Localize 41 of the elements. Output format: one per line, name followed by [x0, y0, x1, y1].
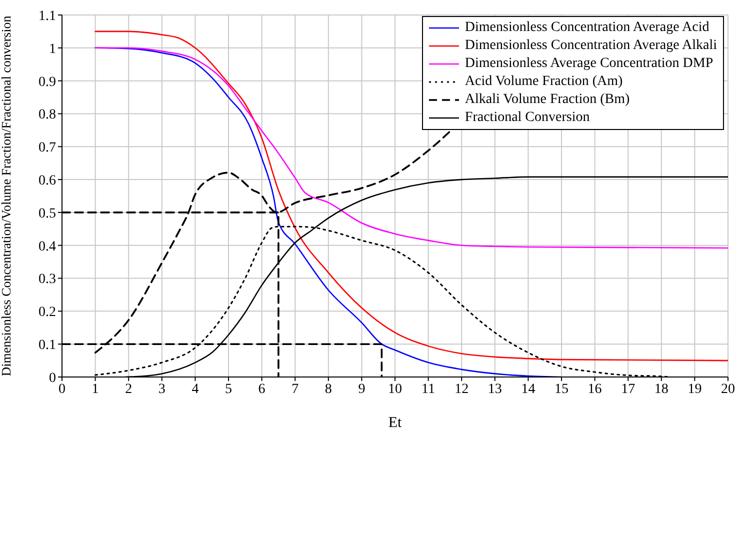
y-tick-label: 0.8 [38, 108, 56, 123]
legend-label: Fractional Conversion [464, 110, 590, 126]
y-tick-label: 0.6 [38, 174, 56, 189]
y-tick-label: 0.4 [38, 239, 56, 254]
x-tick-label: 17 [621, 382, 636, 397]
x-tick-label: 16 [588, 382, 602, 397]
x-tick-label: 2 [125, 382, 132, 397]
x-tick-label: 0 [58, 382, 66, 397]
x-tick-label: 8 [324, 382, 332, 397]
x-tick-label: 6 [258, 382, 266, 397]
legend-label: Dimensionless Average Concentration DMP [464, 56, 714, 72]
x-axis-title: Et [388, 415, 402, 431]
x-tick-label: 14 [521, 382, 536, 397]
y-tick-label: 1 [49, 42, 56, 57]
legend-label: Acid Volume Fraction (Am) [464, 74, 623, 90]
x-tick-label: 20 [721, 382, 735, 397]
x-tick-label: 11 [422, 382, 436, 397]
x-tick-label: 9 [358, 382, 366, 397]
x-tick-label: 1 [92, 382, 99, 397]
x-tick-label: 19 [688, 382, 702, 397]
x-tick-label: 18 [654, 382, 668, 397]
y-tick-label: 0.7 [38, 140, 56, 156]
x-tick-label: 15 [554, 382, 568, 397]
legend-label: Dimensionless Concentration Average Alkali [464, 38, 717, 54]
y-tick-label: 0.9 [38, 74, 56, 90]
legend-label: Alkali Volume Fraction (Bm) [464, 92, 630, 108]
x-tick-label: 4 [192, 382, 199, 397]
y-tick-label: 1.1 [38, 8, 56, 24]
y-tick-label: 0.1 [38, 338, 56, 354]
x-tick-label: 7 [292, 382, 299, 397]
y-tick-label: 0.3 [38, 272, 56, 288]
y-tick-label: 0.5 [38, 206, 56, 222]
x-tick-label: 5 [225, 382, 232, 397]
y-axis-title: Dimensionless Concentration/Volume Fraction/Fractional conversion [0, 15, 14, 376]
x-tick-label: 10 [388, 382, 402, 397]
legend-label: Dimensionless Concentration Average Acid [464, 20, 710, 36]
x-tick-label: 13 [488, 382, 502, 397]
y-tick-label: 0.2 [38, 305, 56, 320]
x-tick-label: 3 [158, 382, 166, 397]
x-tick-label: 12 [454, 382, 469, 397]
y-tick-label: 0 [49, 370, 56, 386]
